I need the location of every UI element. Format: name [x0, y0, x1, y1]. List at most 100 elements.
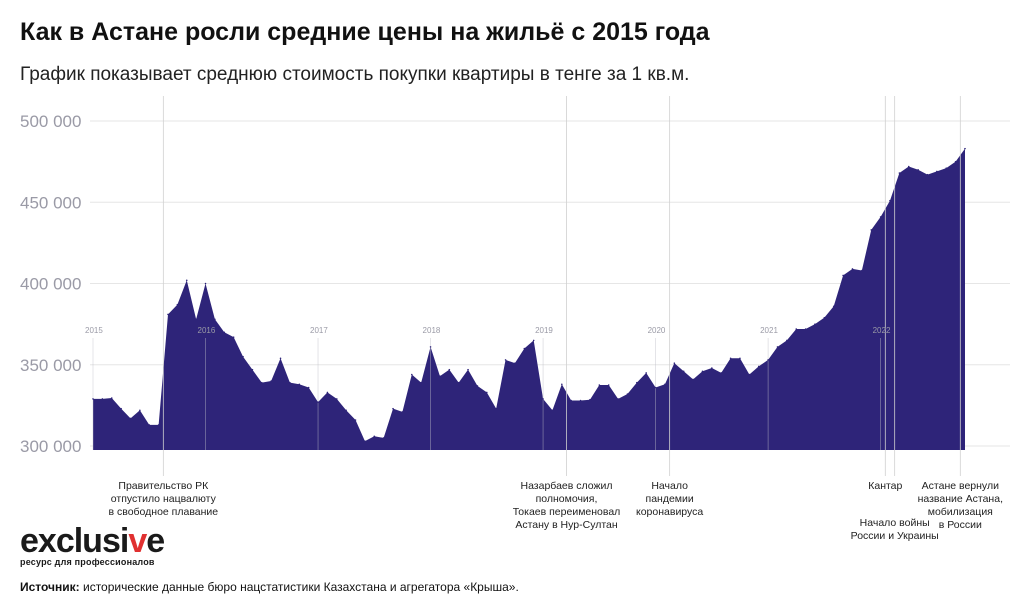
source-label: Источник:	[20, 580, 80, 594]
data-point	[448, 368, 451, 371]
data-point	[814, 323, 816, 325]
event-annotation-line: коронавируса	[636, 506, 703, 518]
data-point	[711, 367, 713, 369]
data-point	[214, 318, 216, 321]
event-annotation-line: Назарбаев сложил	[521, 480, 613, 492]
year-tick-label: 2015	[85, 326, 103, 335]
y-tick-label: 500 000	[20, 112, 81, 131]
event-annotation-line: Начало	[651, 480, 688, 492]
data-point	[654, 386, 657, 389]
event-annotation-line: Кантар	[868, 480, 902, 492]
data-point	[354, 419, 357, 421]
data-point	[523, 347, 526, 350]
data-point	[701, 370, 704, 373]
data-point	[664, 383, 666, 386]
data-point	[232, 336, 235, 338]
data-point	[439, 375, 441, 377]
data-point	[270, 380, 272, 382]
event-annotation-line: название Астана,	[918, 493, 1003, 505]
logo-accent-letter: v	[128, 522, 147, 560]
data-point	[289, 381, 291, 384]
data-point	[251, 368, 254, 371]
data-point	[401, 411, 404, 413]
data-point	[861, 269, 863, 272]
event-annotation-line: полномочия,	[536, 493, 598, 505]
event-annotation-line: в России	[939, 519, 982, 531]
price-area	[93, 148, 965, 450]
data-point	[823, 316, 826, 319]
chart-subtitle: График показывает среднюю стоимость поку…	[20, 64, 690, 85]
event-annotation-line: Астане вернули	[922, 480, 999, 492]
event-annotation-line: Начало войны	[860, 517, 930, 529]
data-point	[307, 386, 310, 389]
exclusive-logo: exclusive ресурс для профессионалов	[20, 522, 165, 567]
event-annotation-line: России и Украины	[851, 530, 939, 542]
y-tick-label: 450 000	[20, 193, 81, 212]
year-tick-label: 2021	[760, 326, 778, 335]
data-point	[907, 165, 910, 168]
data-point	[682, 370, 685, 373]
data-point	[645, 372, 647, 374]
event-annotation-line: отпустило нацвалюту	[111, 493, 217, 505]
data-point	[279, 357, 282, 360]
event-annotation-line: Правительство РК	[118, 480, 209, 492]
data-point	[842, 274, 844, 277]
data-point	[832, 305, 835, 308]
logo-wordmark: exclusive	[20, 522, 165, 560]
event-annotation-line: пандемии	[646, 493, 694, 505]
data-point	[185, 279, 188, 282]
data-point	[748, 373, 751, 376]
event-markers	[162, 96, 961, 476]
data-point	[889, 199, 891, 202]
data-point	[739, 357, 741, 360]
data-point	[945, 167, 948, 169]
data-point	[795, 328, 798, 330]
data-point	[392, 407, 394, 410]
data-point	[429, 346, 432, 348]
data-point	[298, 383, 301, 386]
data-point	[514, 362, 516, 364]
data-point	[898, 172, 901, 174]
data-point	[242, 355, 244, 358]
data-point	[92, 398, 94, 400]
data-point	[317, 401, 319, 403]
event-annotation-line: мобилизация	[928, 506, 993, 518]
data-point	[373, 435, 376, 438]
data-point	[673, 362, 676, 364]
data-point	[411, 373, 413, 376]
data-point	[467, 368, 469, 371]
data-point	[542, 398, 544, 400]
data-point	[692, 378, 694, 381]
data-point	[457, 381, 460, 384]
data-point	[129, 417, 132, 420]
data-point	[720, 372, 723, 374]
data-point	[195, 318, 197, 321]
data-point	[561, 383, 563, 386]
y-tick-label: 400 000	[20, 275, 81, 294]
data-point	[636, 381, 638, 384]
data-point	[345, 409, 347, 412]
event-annotation-line: в свободное плавание	[108, 506, 218, 518]
y-tick-label: 300 000	[20, 437, 81, 456]
data-point	[917, 168, 919, 171]
data-point	[204, 282, 207, 285]
data-point	[879, 216, 882, 218]
data-point	[598, 384, 601, 386]
data-point	[757, 365, 760, 368]
data-point	[926, 173, 929, 176]
data-point	[729, 357, 732, 360]
y-tick-label: 350 000	[20, 356, 81, 375]
data-point	[364, 440, 366, 442]
year-axis: 2015 2016 2017 2018 2019 2020 2021 2022	[85, 326, 891, 450]
y-axis: 300 000 350 000 400 000 450 000 500 000	[20, 112, 81, 456]
data-point	[851, 268, 854, 270]
event-annotation-line: Токаев переименовал	[513, 506, 621, 518]
data-point	[157, 424, 160, 426]
data-point	[954, 160, 957, 163]
data-point	[617, 398, 619, 400]
data-point	[589, 398, 591, 401]
year-tick-label: 2017	[310, 326, 328, 335]
data-point	[223, 331, 226, 334]
